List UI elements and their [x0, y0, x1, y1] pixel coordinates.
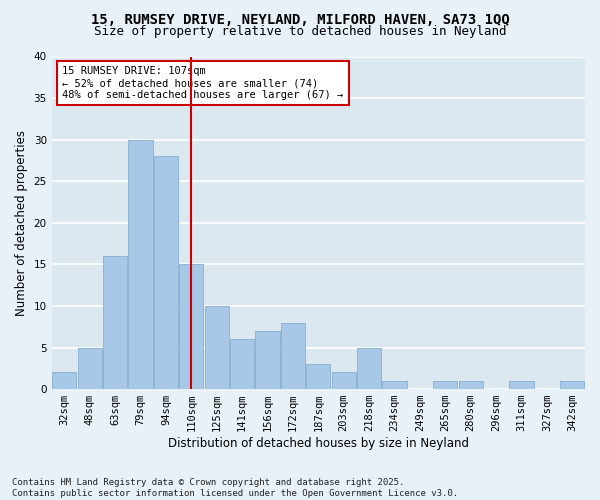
Bar	[154, 156, 178, 389]
Bar	[458, 381, 483, 389]
Bar	[382, 381, 407, 389]
Bar	[433, 381, 457, 389]
Bar	[179, 264, 203, 389]
Bar	[205, 306, 229, 389]
Text: 15, RUMSEY DRIVE, NEYLAND, MILFORD HAVEN, SA73 1QQ: 15, RUMSEY DRIVE, NEYLAND, MILFORD HAVEN…	[91, 12, 509, 26]
Text: Size of property relative to detached houses in Neyland: Size of property relative to detached ho…	[94, 25, 506, 38]
Bar	[357, 348, 381, 389]
Bar	[230, 339, 254, 389]
Bar	[281, 322, 305, 389]
Bar	[306, 364, 331, 389]
Bar	[332, 372, 356, 389]
Y-axis label: Number of detached properties: Number of detached properties	[15, 130, 28, 316]
Bar	[128, 140, 152, 389]
Bar	[52, 372, 76, 389]
Bar	[560, 381, 584, 389]
Bar	[103, 256, 127, 389]
Bar	[256, 331, 280, 389]
Bar	[509, 381, 533, 389]
Text: 15 RUMSEY DRIVE: 107sqm
← 52% of detached houses are smaller (74)
48% of semi-de: 15 RUMSEY DRIVE: 107sqm ← 52% of detache…	[62, 66, 344, 100]
Bar	[77, 348, 102, 389]
Text: Contains HM Land Registry data © Crown copyright and database right 2025.
Contai: Contains HM Land Registry data © Crown c…	[12, 478, 458, 498]
X-axis label: Distribution of detached houses by size in Neyland: Distribution of detached houses by size …	[168, 437, 469, 450]
